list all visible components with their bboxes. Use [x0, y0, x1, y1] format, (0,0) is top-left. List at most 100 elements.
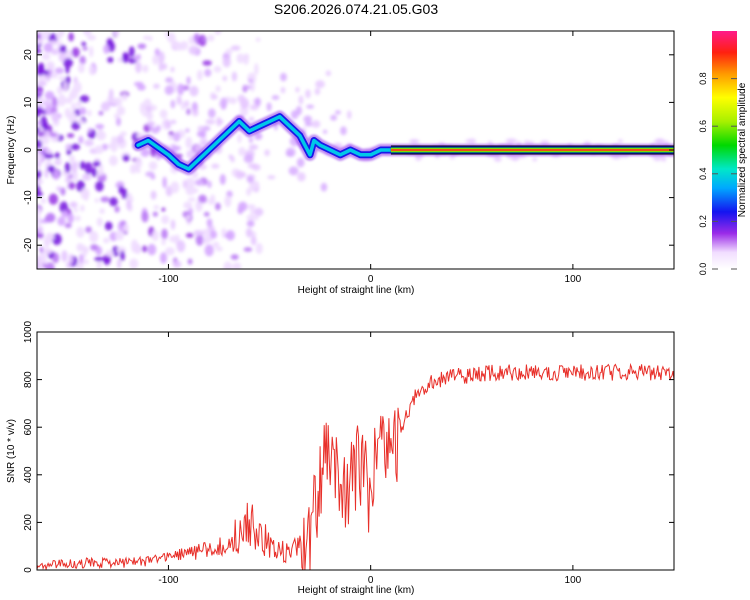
- noise-blob: [76, 226, 85, 238]
- noise-blob: [78, 107, 87, 116]
- noise-blob: [311, 120, 321, 128]
- noise-blob: [56, 157, 62, 163]
- noise-blob: [254, 207, 264, 217]
- noise-blob: [232, 262, 242, 269]
- noise-blob: [82, 247, 87, 258]
- figure-title: S206.2026.074.21.05.G03: [274, 1, 438, 17]
- noise-blob: [69, 155, 76, 163]
- noise-blob: [53, 169, 60, 181]
- noise-blob: [246, 175, 254, 183]
- noise-blob: [83, 31, 92, 37]
- noise-blob: [314, 88, 321, 96]
- noise-blob: [267, 175, 276, 180]
- noise-blob: [87, 109, 92, 117]
- snr-y-tick-label: 0: [23, 567, 34, 573]
- noise-blob: [37, 215, 42, 227]
- noise-blob: [170, 66, 175, 73]
- noise-blob: [84, 162, 93, 175]
- noise-blob: [37, 48, 42, 54]
- noise-blob: [140, 147, 150, 157]
- noise-blob: [288, 166, 299, 176]
- noise-blob: [114, 205, 120, 213]
- noise-blob: [532, 157, 537, 162]
- noise-blob: [103, 237, 110, 244]
- spectrogram-x-tick-label: -100: [158, 274, 178, 285]
- noise-blob: [248, 136, 253, 144]
- noise-blob: [661, 155, 667, 162]
- noise-blob: [184, 100, 190, 108]
- noise-blob: [139, 102, 145, 114]
- noise-blob: [51, 233, 62, 245]
- noise-blob: [108, 88, 114, 100]
- noise-blob: [197, 125, 205, 132]
- noise-blob: [43, 152, 54, 159]
- noise-blob: [201, 229, 211, 237]
- noise-blob: [255, 243, 263, 255]
- snr-x-tick-label: -100: [158, 575, 178, 586]
- noise-blob: [37, 151, 42, 164]
- noise-blob: [147, 243, 157, 256]
- noise-blob: [249, 80, 255, 92]
- spectrogram-y-tick-label: 20: [23, 49, 34, 61]
- spectrogram-y-tick-label: -20: [23, 238, 34, 253]
- noise-blob: [215, 85, 221, 93]
- snr-y-label: SNR (10 * v/v): [6, 419, 17, 483]
- noise-blob: [37, 121, 42, 126]
- noise-blob: [118, 186, 125, 194]
- noise-blob: [57, 94, 66, 107]
- noise-blob: [76, 119, 85, 125]
- noise-blob: [245, 227, 253, 238]
- spectrogram-x-tick-label: 100: [565, 274, 582, 285]
- noise-blob: [207, 180, 212, 189]
- noise-blob: [98, 110, 104, 116]
- noise-blob: [194, 179, 204, 186]
- noise-blob: [100, 196, 110, 203]
- noise-blob: [69, 253, 74, 265]
- noise-blob: [170, 119, 177, 125]
- noise-blob: [65, 143, 73, 151]
- noise-blob: [201, 36, 207, 42]
- noise-blob: [145, 106, 153, 113]
- snr-x-label: Height of straight line (km): [298, 585, 415, 596]
- noise-blob: [99, 208, 105, 214]
- noise-blob: [64, 107, 71, 118]
- noise-blob: [176, 240, 186, 253]
- noise-blob: [87, 127, 93, 133]
- snr-y-tick-label: 600: [23, 418, 34, 435]
- noise-blob: [186, 108, 191, 116]
- noise-blob: [247, 163, 258, 169]
- noise-blob: [510, 156, 520, 161]
- noise-blob: [81, 41, 87, 47]
- noise-blob: [65, 177, 72, 184]
- noise-blob: [142, 64, 149, 73]
- noise-blob: [165, 77, 174, 83]
- noise-blob: [71, 102, 77, 112]
- snr-x-tick-label: 100: [565, 575, 582, 586]
- noise-blob: [141, 245, 148, 253]
- snr-y-tick-label: 1000: [23, 320, 34, 343]
- noise-blob: [187, 258, 193, 265]
- noise-blob: [306, 104, 315, 109]
- noise-blob: [211, 94, 218, 100]
- noise-blob: [148, 161, 158, 171]
- noise-blob: [96, 217, 103, 227]
- noise-blob: [198, 194, 207, 203]
- noise-blob: [60, 187, 66, 196]
- noise-blob: [44, 90, 55, 100]
- noise-blob: [95, 123, 105, 130]
- noise-blob: [290, 110, 299, 120]
- noise-blob: [37, 90, 42, 95]
- noise-blob: [243, 85, 252, 90]
- noise-blob: [340, 126, 347, 136]
- noise-blob: [213, 65, 222, 73]
- spectrogram-y-tick-label: 0: [23, 147, 34, 153]
- noise-blob: [37, 97, 45, 106]
- noise-blob: [146, 111, 154, 121]
- noise-blob: [146, 121, 156, 127]
- noise-blob: [90, 244, 99, 251]
- noise-blob: [193, 33, 198, 43]
- noise-blob: [50, 72, 59, 79]
- noise-blob: [64, 161, 71, 173]
- noise-blob: [230, 156, 235, 163]
- noise-blob: [204, 68, 212, 77]
